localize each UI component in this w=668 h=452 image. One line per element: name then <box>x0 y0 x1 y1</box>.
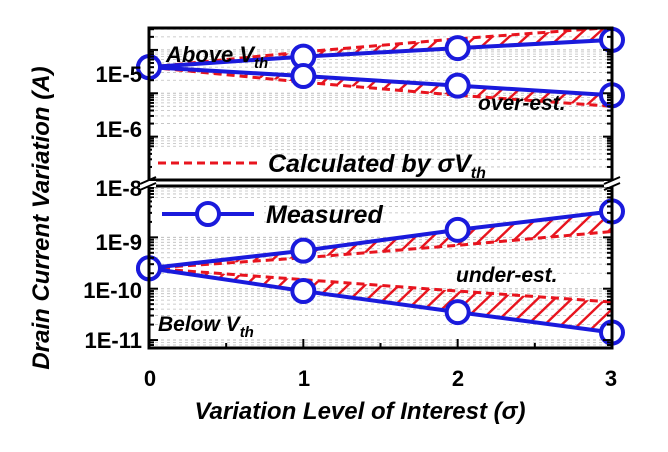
hatch-line <box>271 28 463 68</box>
measured-point <box>290 278 317 305</box>
hatch-line <box>149 67 157 107</box>
measured-series-line <box>148 266 613 335</box>
measured-point <box>444 299 471 326</box>
y-axis-title: Drain Current Variation (A) <box>28 66 55 369</box>
over-estimate-label: over-est. <box>478 92 566 115</box>
measured-series-line <box>148 65 613 98</box>
hatch-line <box>646 18 668 190</box>
x-axis-title: Variation Level of Interest (σ) <box>194 398 525 425</box>
hatch-line <box>646 18 668 190</box>
x-tick-label: 0 <box>144 366 156 391</box>
hatch-line <box>149 67 174 107</box>
below-vth-label: Below Vth <box>158 313 254 341</box>
hatch-line <box>0 18 139 190</box>
under-estimate-label: under-est. <box>456 264 558 287</box>
above-vth-label: Above Vth <box>165 42 268 72</box>
hatch-line <box>220 28 412 68</box>
legend-calculated-label: Calculated by σVth <box>268 150 486 182</box>
measured-point <box>444 72 471 99</box>
legend-measured-label: Measured <box>266 201 383 229</box>
y-tick-label: 1E-10 <box>83 278 142 303</box>
hatch-line <box>629 176 668 358</box>
calculated-series-line <box>149 230 612 270</box>
measured-point <box>290 237 317 264</box>
measured-point <box>444 216 471 243</box>
y-tick-label: 1E-6 <box>96 117 142 142</box>
hatch-line <box>149 28 174 68</box>
x-tick-label: 1 <box>298 366 310 391</box>
measured-point <box>444 35 471 62</box>
hatch-line <box>646 176 668 358</box>
measured-series-line <box>148 37 613 70</box>
measured-series-line <box>148 209 613 271</box>
hatch-line <box>646 176 668 358</box>
y-tick-label: 1E-5 <box>96 62 142 87</box>
y-tick-label: 1E-8 <box>96 176 142 201</box>
panel-frame <box>147 26 614 182</box>
hatch-line <box>629 176 668 358</box>
y-tick-label: 1E-11 <box>85 328 143 353</box>
hatch-line <box>560 268 612 333</box>
hatch-line <box>254 28 446 68</box>
hatch-line <box>149 28 157 68</box>
measured-point <box>290 63 317 90</box>
hatch-line <box>237 28 429 68</box>
hatch-line <box>629 18 668 190</box>
legend-measured-marker <box>195 201 221 227</box>
x-tick-label: 3 <box>605 366 617 391</box>
axis-ticks <box>148 28 613 349</box>
y-tick-label: 1E-9 <box>96 230 142 255</box>
axis-break <box>139 176 621 191</box>
legend: Calculated by σVth Measured <box>152 148 486 230</box>
hatch-line <box>492 67 612 107</box>
x-tick-label: 2 <box>452 366 464 391</box>
hatch-line <box>0 18 139 190</box>
hatch-line <box>629 18 668 190</box>
